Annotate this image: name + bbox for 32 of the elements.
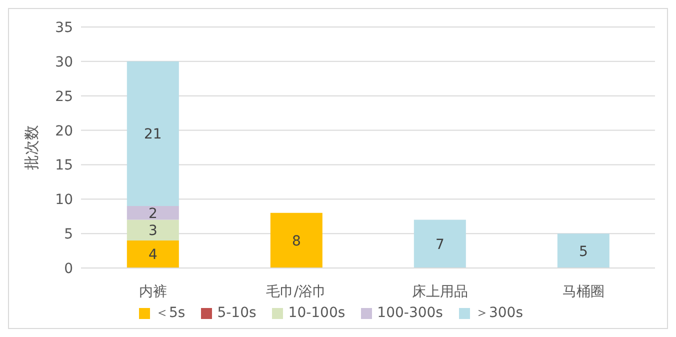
- bar: [126, 61, 179, 206]
- data-label: 3: [148, 223, 158, 240]
- y-tick-label: 5: [64, 226, 73, 243]
- legend-label: 5-10s: [216, 304, 256, 322]
- legend-label: 100-300s: [376, 304, 443, 322]
- bar: [126, 240, 179, 268]
- y-tick-label: 35: [55, 20, 73, 36]
- x-tick-label: 毛巾/浴巾: [266, 284, 327, 300]
- data-label: 2: [148, 206, 158, 222]
- data-label: 4: [148, 247, 158, 264]
- y-axis-title: 批次数: [22, 125, 40, 170]
- y-tick-label: 15: [55, 158, 73, 174]
- bar: [270, 212, 322, 268]
- data-label: 7: [435, 236, 444, 253]
- y-tick-label: 30: [55, 54, 73, 70]
- y-tick-label: 20: [55, 123, 73, 140]
- x-tick-label: 内裤: [138, 284, 167, 300]
- legend-label: ＜5s: [154, 304, 186, 322]
- x-tick-label: 床上用品: [412, 284, 468, 300]
- x-tick-label: 马桶圈: [562, 284, 604, 300]
- bar: [126, 206, 179, 220]
- bar: [414, 220, 466, 268]
- data-label: 5: [578, 244, 588, 260]
- data-label: 8: [292, 233, 301, 250]
- y-tick-label: 10: [55, 192, 73, 208]
- y-tick-label: 0: [64, 260, 73, 277]
- y-tick-label: 25: [55, 88, 73, 105]
- data-label: 21: [144, 126, 162, 143]
- legend-label: 10-100s: [287, 304, 346, 322]
- bar: [126, 220, 179, 240]
- legend-label: ＞300s: [474, 304, 523, 322]
- bar: [557, 234, 610, 268]
